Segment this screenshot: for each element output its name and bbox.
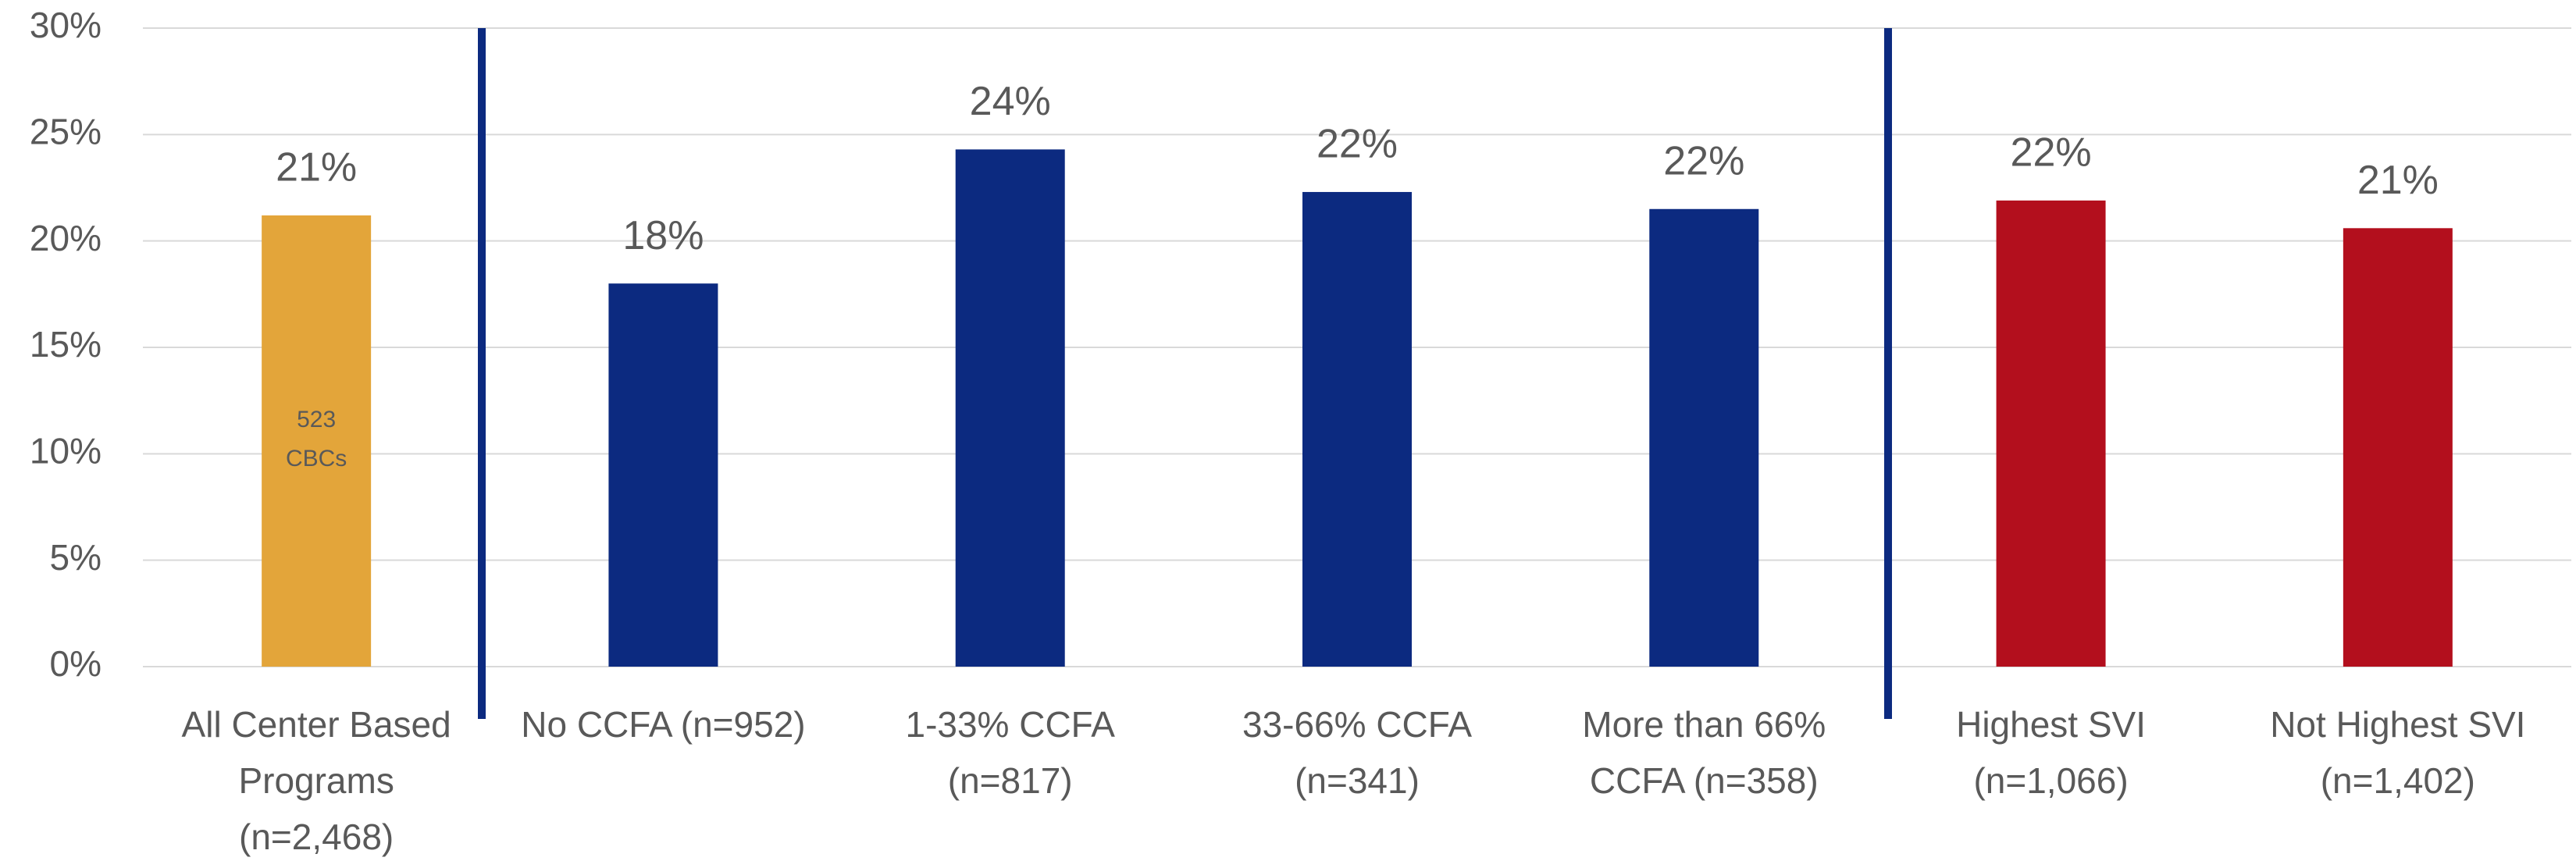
value-label: 21% bbox=[276, 145, 357, 190]
y-tick-label: 5% bbox=[50, 537, 102, 578]
y-tick-label: 20% bbox=[30, 218, 102, 258]
y-tick-label: 25% bbox=[30, 111, 102, 151]
y-tick-label: 10% bbox=[30, 430, 102, 471]
annotation: 523 bbox=[297, 407, 336, 432]
y-tick-label: 15% bbox=[30, 324, 102, 365]
bar bbox=[955, 149, 1065, 667]
x-tick-label: More than 66% CCFA (n=358) bbox=[1582, 704, 1826, 801]
annotation: CBCs bbox=[286, 446, 347, 471]
bar bbox=[2343, 228, 2453, 667]
x-tick-label: 33-66% CCFA (n=341) bbox=[1242, 704, 1472, 801]
x-tick-label: Not Highest SVI (n=1,402) bbox=[2270, 704, 2526, 801]
bar bbox=[1649, 208, 1759, 667]
value-label: 22% bbox=[2011, 130, 2092, 176]
value-label: 18% bbox=[622, 213, 704, 258]
value-label: 22% bbox=[1663, 139, 1744, 184]
bar bbox=[1996, 200, 2106, 667]
bar bbox=[262, 215, 372, 667]
x-tick-label: No CCFA (n=952) bbox=[521, 704, 806, 745]
value-label: 22% bbox=[1317, 122, 1398, 167]
value-label: 21% bbox=[2357, 158, 2439, 203]
bar bbox=[608, 283, 718, 667]
y-tick-label: 30% bbox=[30, 5, 102, 45]
x-tick-label: Highest SVI (n=1,066) bbox=[1956, 704, 2147, 801]
x-tick-label: All Center Based Programs (n=2,468) bbox=[181, 704, 451, 857]
value-label: 24% bbox=[970, 79, 1051, 124]
x-tick-label: 1-33% CCFA (n=817) bbox=[905, 704, 1115, 801]
bar bbox=[1302, 191, 1412, 667]
y-tick-label: 0% bbox=[50, 643, 102, 684]
